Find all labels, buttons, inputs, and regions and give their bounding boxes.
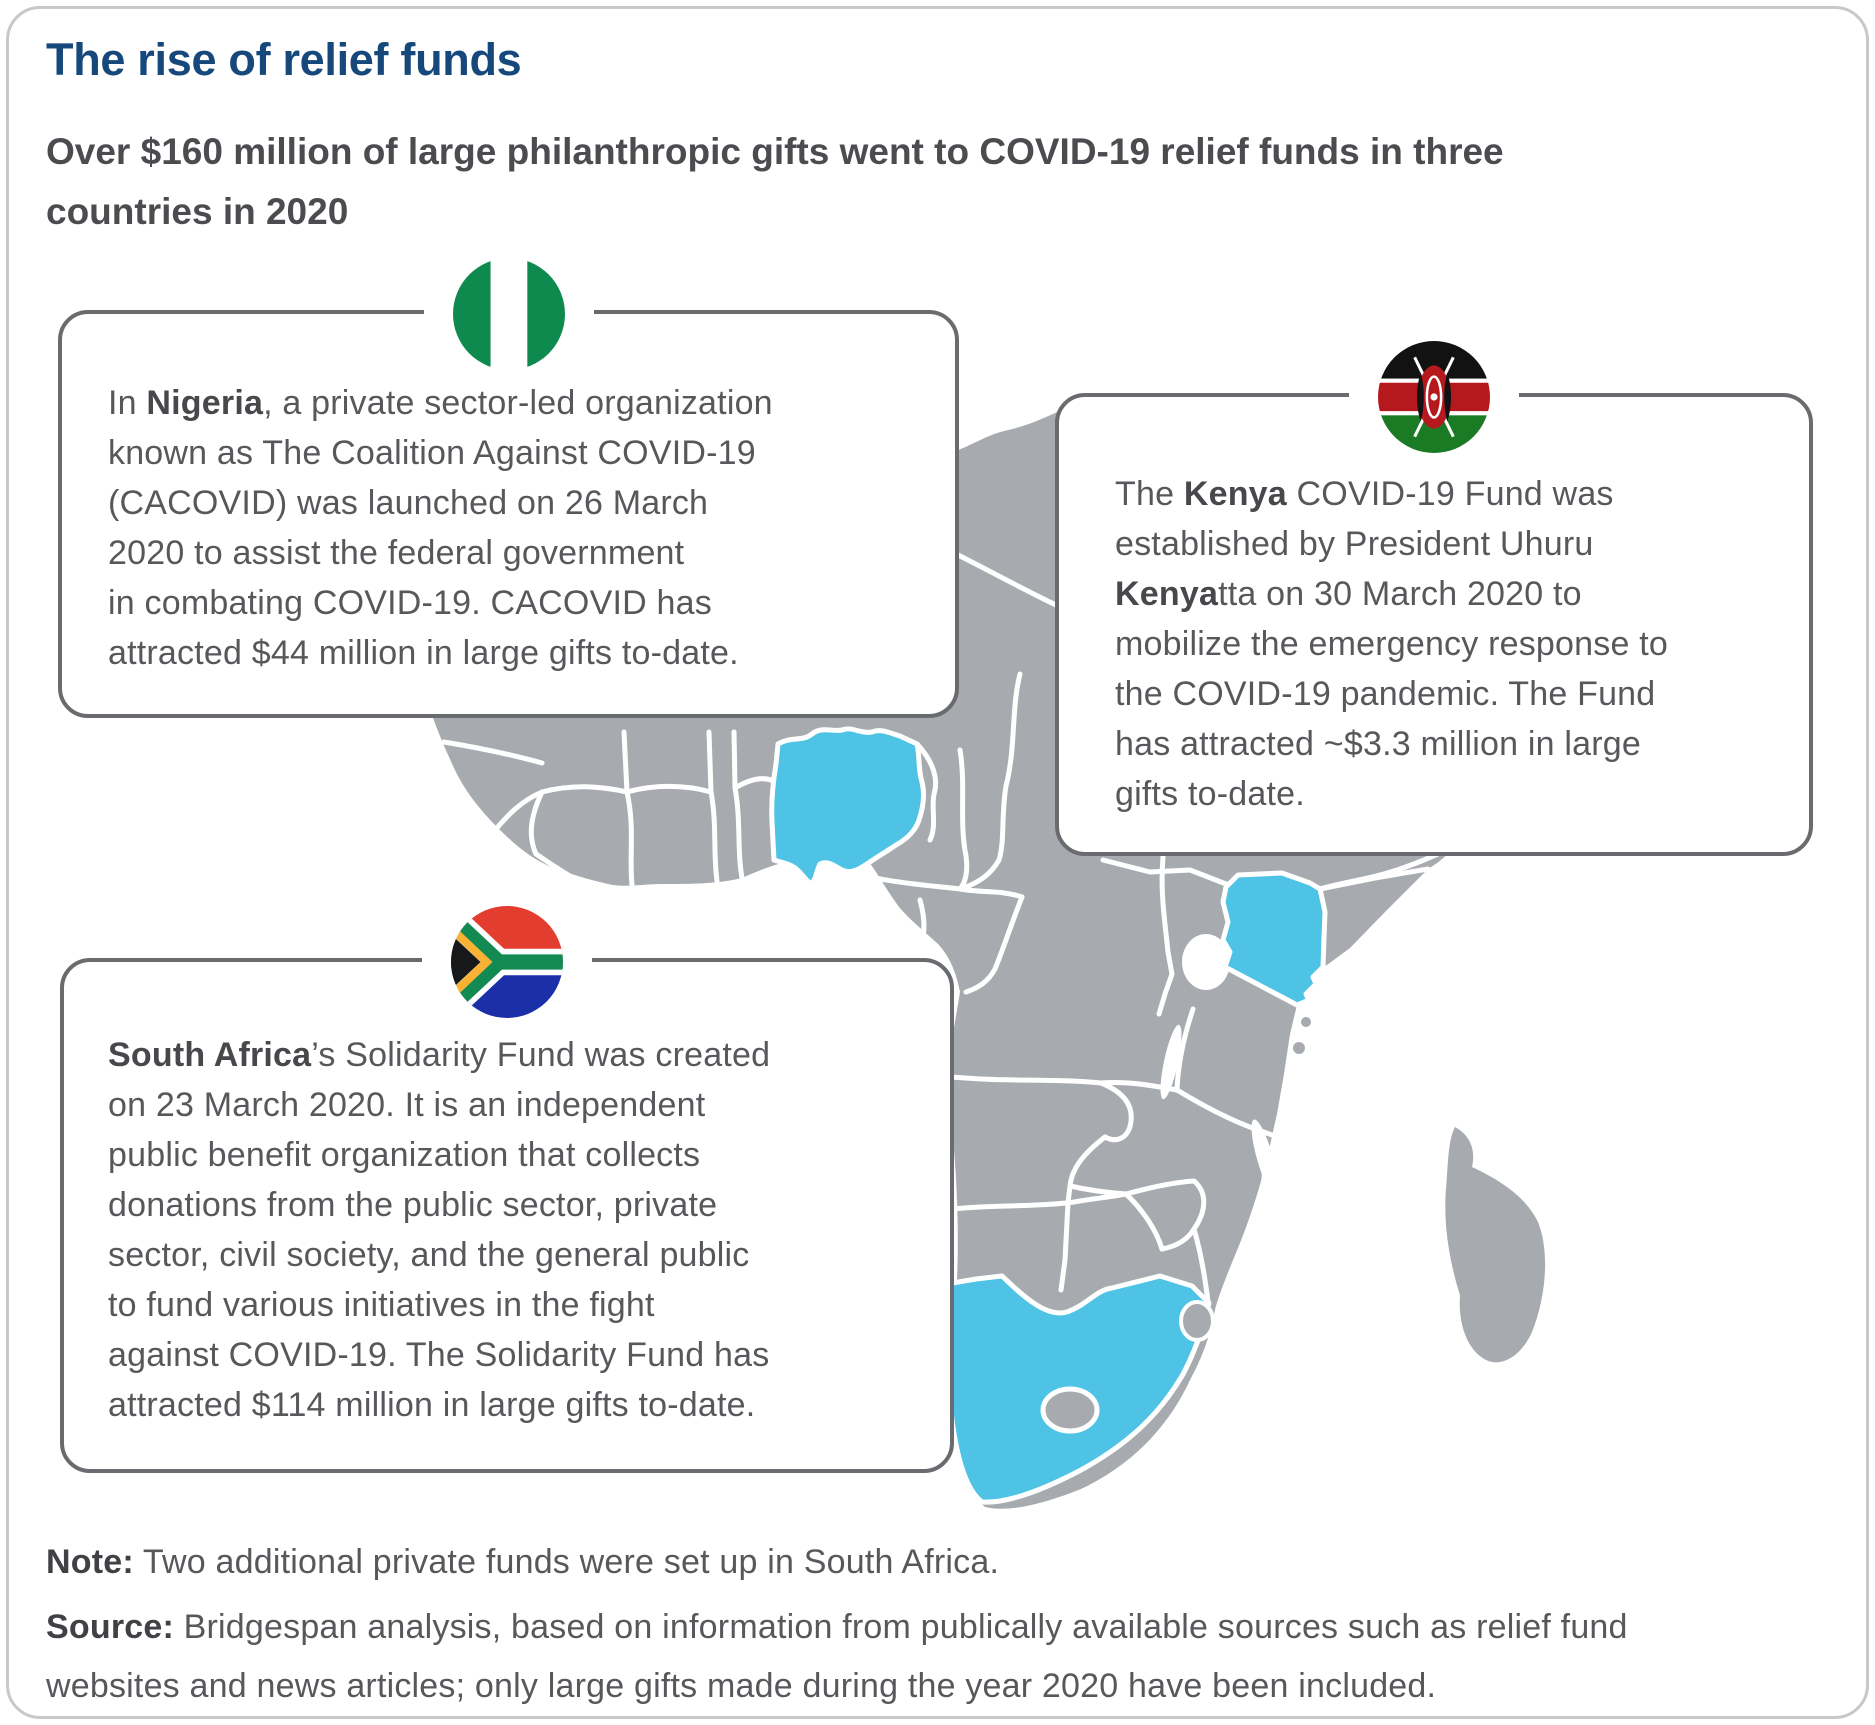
- page-subtitle: Over $160 million of large philanthropic…: [46, 131, 1504, 232]
- nigeria-flag-icon: [452, 258, 565, 370]
- page-title: The rise of relief funds: [46, 34, 522, 85]
- madagascar-island: [1445, 1127, 1546, 1363]
- nigeria-callout-text: In Nigeria, a private sector-led organiz…: [108, 384, 773, 672]
- nigeria-country-highlight: [769, 726, 926, 887]
- lake-tanganyika: [1160, 1024, 1182, 1100]
- south-africa-flag-icon: [451, 906, 563, 1018]
- kenya-callout: The Kenya COVID-19 Fund was established b…: [1055, 341, 1813, 856]
- kenya-flag-icon: [1378, 341, 1490, 453]
- note-text: Note: Two additional private funds were …: [46, 1543, 1000, 1581]
- kenya-country-highlight: [1220, 870, 1328, 1008]
- swaziland-enclave: [1179, 1300, 1215, 1342]
- lake-victoria: [1182, 934, 1230, 990]
- footnotes: Note: Two additional private funds were …: [46, 1537, 1816, 1716]
- south-africa-callout: South Africa’s Solidarity Fund was creat…: [60, 906, 954, 1473]
- kenya-callout-text: The Kenya COVID-19 Fund was established b…: [1115, 475, 1668, 813]
- zanzibar-island: [1301, 1017, 1311, 1027]
- south-africa-callout-text: South Africa’s Solidarity Fund was creat…: [108, 1036, 771, 1424]
- lesotho-enclave: [1040, 1386, 1100, 1434]
- source-text: Source: Bridgespan analysis, based on in…: [46, 1608, 1628, 1705]
- pemba-island: [1293, 1042, 1305, 1054]
- nigeria-callout: In Nigeria, a private sector-led organiz…: [58, 258, 959, 718]
- lake-malawi: [1251, 1119, 1279, 1197]
